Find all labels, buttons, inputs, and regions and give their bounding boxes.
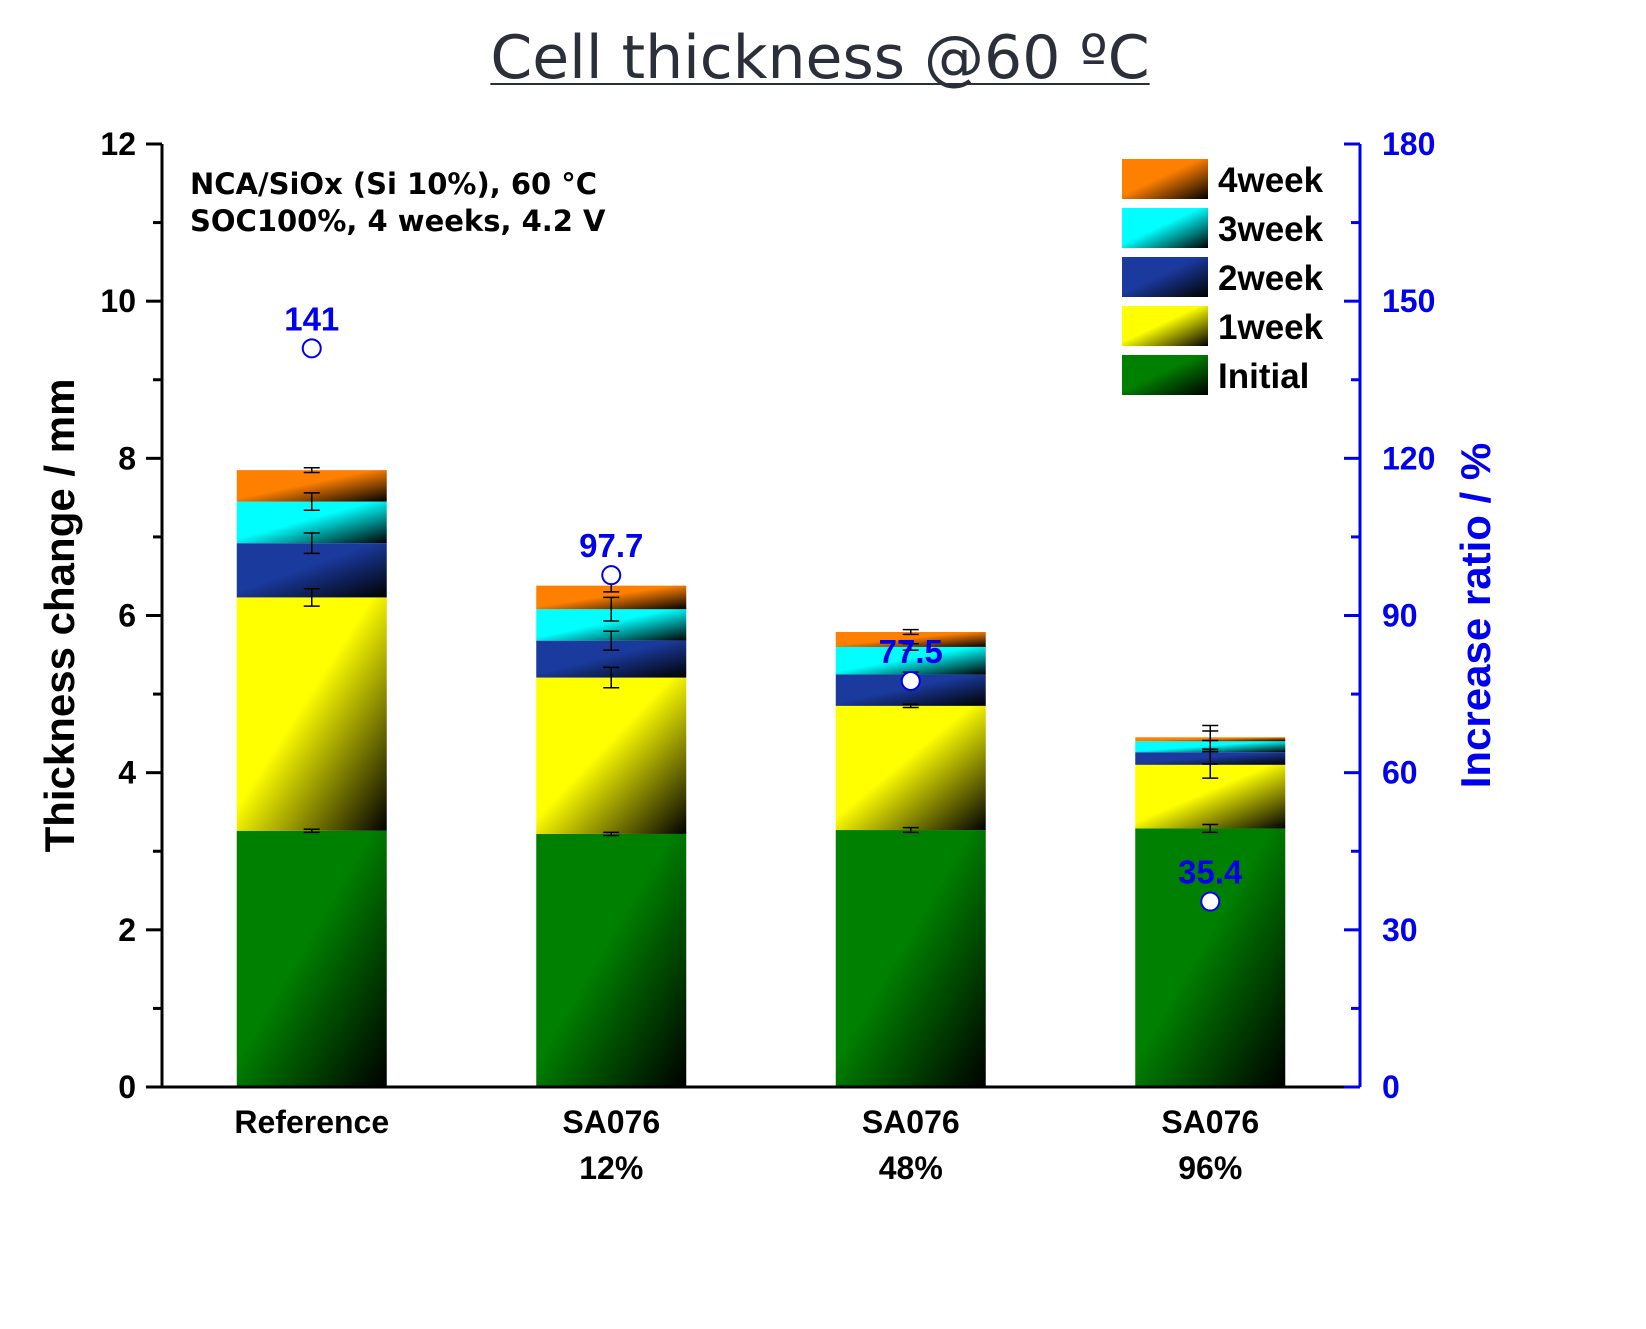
chart-title: Cell thickness @60 ºC bbox=[490, 23, 1149, 93]
x-tick-label: SA076 bbox=[1161, 1104, 1259, 1140]
ratio-marker-2 bbox=[900, 670, 921, 691]
bar-segment-initial-2 bbox=[835, 830, 986, 1087]
y2-tick-label: 0 bbox=[1382, 1069, 1400, 1105]
bar-segment-1week-0 bbox=[236, 597, 387, 831]
y2-tick-label: 90 bbox=[1382, 598, 1418, 634]
y2-tick-label: 60 bbox=[1382, 755, 1418, 791]
legend-item-1week: 1week bbox=[1122, 306, 1324, 347]
error-bar-4week-3 bbox=[1202, 724, 1219, 750]
legend-swatch bbox=[1122, 208, 1208, 248]
error-bar-3week-2 bbox=[902, 643, 919, 651]
legend-swatch bbox=[1122, 159, 1208, 199]
error-bar-1week-0 bbox=[303, 588, 320, 607]
ratio-label-2: 77.5 bbox=[879, 633, 943, 670]
note-line-1: SOC100%, 4 weeks, 4.2 V bbox=[190, 204, 606, 238]
y-tick-label: 0 bbox=[118, 1069, 136, 1105]
error-bars bbox=[303, 467, 1219, 837]
y-tick-label: 12 bbox=[100, 126, 136, 162]
y2-tick-label: 150 bbox=[1382, 283, 1435, 319]
bar-segment-initial-3 bbox=[1135, 828, 1286, 1087]
legend-item-4week: 4week bbox=[1122, 159, 1324, 200]
error-bar-initial-0 bbox=[303, 828, 320, 834]
y2-axis-title: Increase ratio / % bbox=[1452, 443, 1499, 789]
bar-segment-initial-1 bbox=[536, 833, 687, 1087]
bar-segment-initial-0 bbox=[236, 830, 387, 1087]
error-bar-initial-3 bbox=[1202, 823, 1219, 834]
y2-tick-label: 120 bbox=[1382, 440, 1435, 476]
ratio-marker-3 bbox=[1200, 891, 1221, 912]
y2-tick-label: 30 bbox=[1382, 912, 1418, 948]
ratio-label-0: 141 bbox=[284, 300, 339, 337]
x-tick-label: 96% bbox=[1178, 1150, 1242, 1186]
legend-item-2week: 2week bbox=[1122, 257, 1324, 298]
error-bar-3week-0 bbox=[303, 492, 320, 511]
ratio-label-3: 35.4 bbox=[1178, 854, 1243, 891]
y2-tick-label: 180 bbox=[1382, 126, 1435, 162]
bar-segment-3week-2 bbox=[835, 646, 986, 675]
x-tick-label: 48% bbox=[879, 1150, 943, 1186]
y-tick-label: 8 bbox=[118, 440, 136, 476]
note-line-0: NCA/SiOx (Si 10%), 60 °C bbox=[190, 167, 597, 201]
x-tick-label: 12% bbox=[579, 1150, 643, 1186]
bar-segment-1week-2 bbox=[835, 705, 986, 831]
x-tick-label: Reference bbox=[234, 1104, 389, 1140]
y-axis-title: Thickness change / mm bbox=[36, 379, 83, 853]
error-bar-4week-0 bbox=[303, 467, 320, 474]
error-bar-4week-2 bbox=[902, 628, 919, 636]
legend-label: Initial bbox=[1218, 357, 1309, 396]
legend-swatch bbox=[1122, 355, 1208, 395]
error-bar-1week-2 bbox=[902, 703, 919, 709]
y-tick-label: 10 bbox=[100, 283, 136, 319]
ratio-marker-1 bbox=[601, 565, 622, 586]
error-bar-1week-1 bbox=[603, 666, 620, 689]
error-bar-initial-1 bbox=[603, 831, 620, 837]
bar-segment-1week-1 bbox=[536, 677, 687, 834]
legend-item-initial: Initial bbox=[1122, 355, 1309, 396]
error-bar-3week-1 bbox=[603, 596, 620, 622]
ratio-label-1: 97.7 bbox=[579, 527, 643, 564]
bar-segment-4week-2 bbox=[835, 632, 986, 647]
x-tick-label: SA076 bbox=[862, 1104, 960, 1140]
bars-layer bbox=[236, 470, 1286, 1087]
legend-label: 1week bbox=[1218, 308, 1324, 347]
y-tick-label: 4 bbox=[118, 755, 136, 791]
y-tick-label: 2 bbox=[118, 912, 136, 948]
error-bar-2week-0 bbox=[303, 532, 320, 555]
error-bar-initial-2 bbox=[902, 826, 919, 834]
legend-item-3week: 3week bbox=[1122, 208, 1324, 249]
y-tick-label: 6 bbox=[118, 598, 136, 634]
x-tick-label: SA076 bbox=[562, 1104, 660, 1140]
legend-label: 2week bbox=[1218, 259, 1324, 298]
legend: 4week 3week 2week 1week Initial bbox=[1122, 159, 1324, 396]
increase-ratio-markers: 141 97.7 77.5 35.4 bbox=[284, 300, 1243, 912]
legend-swatch bbox=[1122, 257, 1208, 297]
legend-label: 4week bbox=[1218, 161, 1324, 200]
legend-label: 3week bbox=[1218, 210, 1324, 249]
ratio-marker-0 bbox=[301, 338, 322, 359]
legend-swatch bbox=[1122, 306, 1208, 346]
error-bar-2week-1 bbox=[603, 630, 620, 651]
